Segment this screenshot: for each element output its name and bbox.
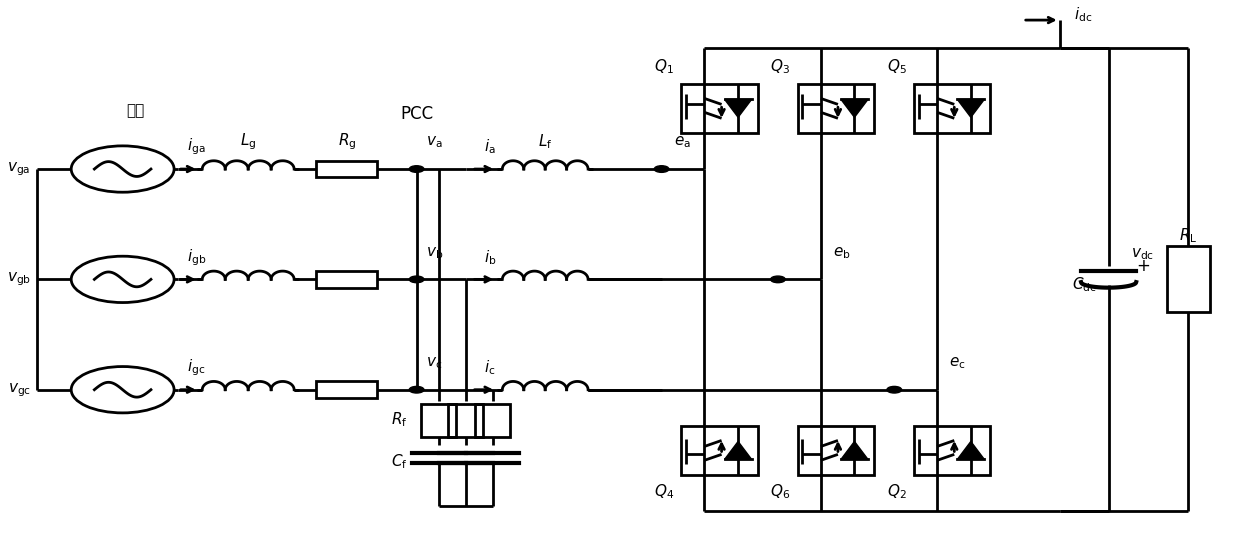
Text: $e_{\rm c}$: $e_{\rm c}$ [950,355,966,371]
Text: $v_{\rm b}$: $v_{\rm b}$ [427,245,444,261]
Text: $i_{\rm ga}$: $i_{\rm ga}$ [187,137,206,157]
Circle shape [409,276,424,283]
Polygon shape [841,99,868,117]
Text: $R_{\rm L}$: $R_{\rm L}$ [1179,226,1198,244]
Bar [914,426,991,475]
Text: $R_{\rm f}$: $R_{\rm f}$ [392,411,408,430]
Circle shape [887,386,901,393]
Text: $C_{\rm f}$: $C_{\rm f}$ [392,452,408,471]
Text: $v_{\rm dc}$: $v_{\rm dc}$ [1131,247,1153,262]
Text: $i_{\rm b}$: $i_{\rm b}$ [484,248,496,267]
Bar [316,161,377,177]
Text: +: + [1136,257,1149,275]
Text: $Q_{2}$: $Q_{2}$ [887,483,906,501]
Text: $v_{\rm c}$: $v_{\rm c}$ [427,355,443,371]
Text: $L_{\rm f}$: $L_{\rm f}$ [538,132,553,151]
Circle shape [409,386,424,393]
Text: $L_{\rm g}$: $L_{\rm g}$ [241,131,257,152]
Text: $i_{\rm dc}$: $i_{\rm dc}$ [1074,5,1092,24]
Bar [1167,246,1210,312]
Text: $i_{\rm gc}$: $i_{\rm gc}$ [187,357,206,378]
Text: $Q_{1}$: $Q_{1}$ [653,57,673,76]
Polygon shape [957,99,985,117]
Bar [681,426,758,475]
Polygon shape [724,441,751,459]
Text: $v_{\rm gc}$: $v_{\rm gc}$ [7,381,31,398]
Text: $v_{\rm ga}$: $v_{\rm ga}$ [7,160,31,178]
Circle shape [655,166,668,172]
Bar [422,403,456,436]
Bar [316,382,377,398]
Text: PCC: PCC [401,105,433,123]
Text: $i_{\rm c}$: $i_{\rm c}$ [485,358,496,377]
Text: $v_{\rm gb}$: $v_{\rm gb}$ [6,271,31,288]
Polygon shape [841,441,868,459]
Circle shape [409,166,424,172]
Text: $i_{\rm gb}$: $i_{\rm gb}$ [186,247,206,268]
Text: $Q_{5}$: $Q_{5}$ [887,57,906,76]
Polygon shape [724,99,751,117]
Text: $e_{\rm b}$: $e_{\rm b}$ [833,245,851,261]
Bar [449,403,482,436]
Text: $C_{\rm dc}$: $C_{\rm dc}$ [1071,276,1096,294]
Bar [797,84,874,133]
Text: $R_{\rm g}$: $R_{\rm g}$ [337,131,356,152]
Bar [681,84,758,133]
Bar [316,271,377,288]
Bar [475,403,510,436]
Bar [914,84,991,133]
Bar [797,426,874,475]
Text: $Q_{6}$: $Q_{6}$ [770,483,790,501]
Text: $i_{\rm a}$: $i_{\rm a}$ [485,138,496,156]
Text: $Q_{4}$: $Q_{4}$ [653,483,673,501]
Text: $v_{\rm a}$: $v_{\rm a}$ [427,134,443,151]
Text: $e_{\rm a}$: $e_{\rm a}$ [673,134,691,151]
Circle shape [770,276,785,283]
Text: 电网: 电网 [125,104,144,119]
Polygon shape [957,441,985,459]
Text: $Q_{3}$: $Q_{3}$ [770,57,790,76]
